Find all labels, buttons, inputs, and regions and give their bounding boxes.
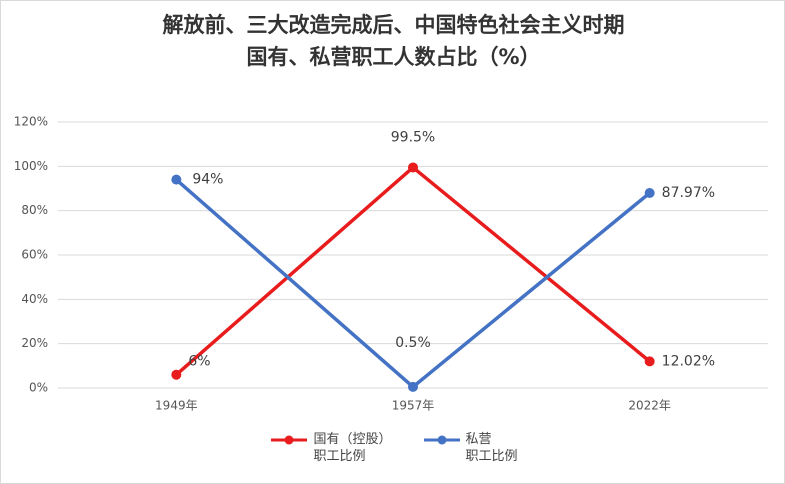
x-tick-label: 2022年 <box>628 399 671 413</box>
value-label: 99.5% <box>391 129 435 145</box>
value-label: 12.02% <box>662 353 715 369</box>
legend: 国有（控股） 职工比例 私营 职工比例 <box>1 431 785 465</box>
point <box>171 369 182 380</box>
x-tick-label: 1957年 <box>392 399 435 413</box>
legend-icon <box>271 435 308 445</box>
y-tick-label: 0% <box>29 381 48 395</box>
legend-label: 国有（控股） 职工比例 <box>313 432 392 464</box>
y-tick-label: 60% <box>21 248 48 262</box>
x-tick-label: 1949年 <box>155 399 198 413</box>
legend-icon <box>423 435 460 445</box>
legend-item: 国有（控股） 职工比例 <box>269 431 392 465</box>
chart-title: 解放前、三大改造完成后、中国特色社会主义时期 国有、私营职工人数占比（%） <box>162 13 625 69</box>
point <box>408 381 418 392</box>
value-label: 87.97% <box>662 185 715 201</box>
point <box>644 187 655 198</box>
value-label: 94% <box>192 172 223 188</box>
legend-dot <box>437 435 446 445</box>
legend-item: 私营 职工比例 <box>422 431 518 465</box>
y-tick-label: 40% <box>21 292 48 306</box>
value-label: 6% <box>188 354 210 370</box>
legend-label: 私营 职工比例 <box>465 432 518 464</box>
value-label: 0.5% <box>395 335 431 351</box>
y-tick-label: 20% <box>21 336 48 350</box>
point <box>644 356 655 367</box>
y-tick-label: 80% <box>21 203 48 217</box>
point <box>171 174 182 185</box>
legend-dot <box>284 435 294 445</box>
point <box>408 162 418 173</box>
y-tick-label: 100% <box>14 159 48 173</box>
y-tick-label: 120% <box>14 115 48 129</box>
